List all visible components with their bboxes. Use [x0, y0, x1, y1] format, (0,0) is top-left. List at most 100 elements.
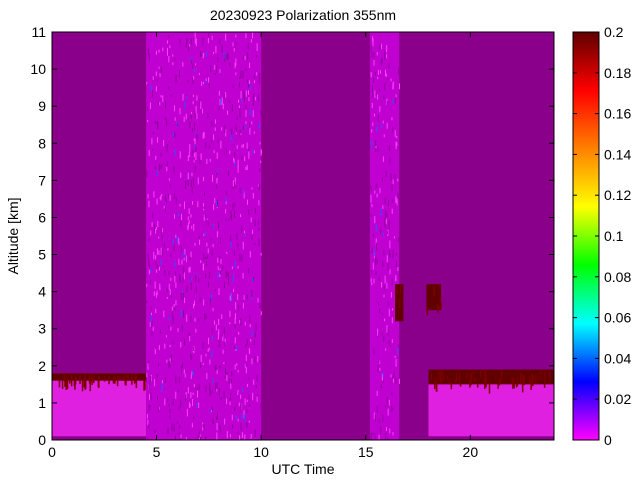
noise-speck [147, 193, 149, 199]
noise-speck [200, 101, 202, 109]
noise-speck [230, 293, 232, 301]
noise-speck [232, 84, 234, 89]
noise-speck [240, 90, 242, 99]
noise-speck [245, 121, 247, 125]
noise-speck [243, 295, 245, 301]
noise-speck [237, 294, 239, 301]
noise-speck [228, 218, 230, 221]
colorbar-tick-label: 0.08 [604, 269, 631, 285]
noise-speck [186, 285, 188, 292]
noise-speck [157, 220, 159, 228]
noise-speck [242, 387, 244, 392]
y-tick-label: 3 [38, 321, 46, 337]
noise-speck [164, 269, 166, 276]
noise-speck [234, 152, 236, 159]
noise-speck [384, 318, 386, 322]
noise-speck [388, 62, 390, 69]
noise-speck [392, 198, 394, 203]
noise-speck [234, 364, 236, 370]
noise-speck [156, 79, 158, 82]
noise-speck [146, 283, 148, 288]
noise-speck [239, 76, 241, 80]
noise-speck [181, 365, 183, 374]
noise-speck [371, 203, 373, 208]
noise-speck [259, 142, 261, 145]
layer-streak [84, 378, 86, 389]
noise-speck [168, 283, 170, 290]
noise-speck [148, 259, 150, 267]
noise-speck [192, 63, 194, 69]
layer-streak [433, 286, 435, 297]
noise-speck [220, 140, 222, 149]
layer-streak [430, 373, 433, 378]
noise-speck [374, 414, 376, 422]
y-tick-label: 8 [38, 135, 46, 151]
noise-speck [209, 158, 211, 162]
noise-speck [215, 65, 217, 73]
layer-streak [112, 377, 115, 384]
noise-speck [158, 266, 160, 271]
noise-speck [146, 372, 148, 381]
noise-speck [227, 278, 229, 285]
noise-speck [385, 210, 387, 215]
noise-speck [160, 164, 162, 170]
noise-speck [396, 260, 398, 268]
noise-speck [395, 278, 397, 282]
noise-speck [220, 258, 222, 264]
noise-speck [254, 208, 256, 214]
noise-speck [179, 437, 181, 440]
noise-speck [179, 425, 181, 429]
noise-speck [169, 408, 171, 414]
noise-speck [372, 432, 374, 435]
noise-speck [190, 256, 192, 260]
noise-speck [166, 161, 168, 167]
noise-speck [206, 255, 208, 260]
heatmap-region-aerosol_layer [395, 284, 404, 322]
layer-streak [459, 383, 462, 387]
noise-speck [224, 375, 226, 379]
x-tick-label: 10 [253, 444, 269, 460]
noise-speck [237, 370, 239, 373]
noise-speck [168, 316, 170, 321]
noise-speck [242, 272, 244, 279]
noise-speck [260, 311, 262, 316]
noise-speck [387, 437, 389, 440]
noise-speck [183, 116, 185, 123]
noise-speck [177, 389, 179, 393]
noise-speck [181, 259, 183, 265]
noise-speck [241, 156, 243, 161]
noise-speck [247, 199, 249, 205]
noise-speck [399, 83, 401, 90]
noise-speck [156, 120, 158, 126]
noise-speck [181, 290, 183, 294]
noise-speck [240, 99, 242, 102]
noise-speck [185, 181, 187, 189]
noise-speck [237, 390, 239, 393]
noise-speck [210, 65, 212, 73]
noise-speck [371, 51, 373, 58]
noise-speck [387, 327, 389, 333]
noise-speck [197, 201, 199, 208]
noise-speck [246, 409, 248, 414]
layer-streak [442, 370, 444, 375]
noise-speck [169, 289, 171, 295]
noise-speck [373, 249, 375, 257]
noise-speck [178, 241, 180, 245]
noise-speck [221, 334, 223, 337]
noise-speck [187, 222, 189, 229]
noise-speck [248, 420, 250, 423]
noise-speck [239, 435, 241, 440]
noise-speck [385, 72, 387, 77]
noise-speck [180, 399, 182, 408]
noise-speck [234, 345, 236, 349]
noise-speck [192, 149, 194, 157]
layer-streak [98, 375, 100, 380]
noise-speck [195, 132, 197, 136]
noise-speck [242, 55, 244, 60]
noise-speck [211, 121, 213, 127]
noise-speck [169, 415, 171, 420]
noise-speck [216, 432, 218, 440]
noise-speck [175, 391, 177, 399]
noise-speck [246, 399, 248, 403]
noise-speck [162, 265, 164, 268]
